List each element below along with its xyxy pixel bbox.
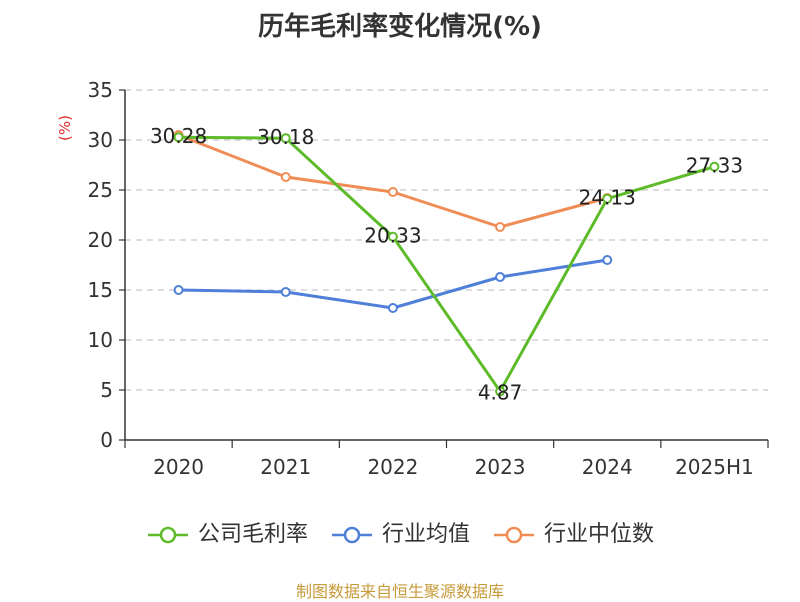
series-line-2: [178, 133, 608, 229]
y-tick-label: 25: [88, 178, 113, 202]
legend-label-company: 公司毛利率: [197, 522, 308, 547]
y-tick-label: 10: [88, 328, 113, 352]
data-point: [495, 272, 506, 282]
data-point: [280, 172, 291, 182]
y-tick-label: 15: [88, 278, 113, 302]
data-point: [387, 231, 398, 242]
legend-label-industry-mean: 行业均值: [381, 522, 470, 547]
y-tick-label: 20: [88, 228, 113, 252]
data-label: 20.33: [364, 224, 421, 248]
data-point: [602, 255, 613, 265]
x-tick-label: 2022: [367, 455, 418, 479]
data-label: 27.33: [686, 154, 743, 178]
data-label: 30.28: [150, 124, 207, 148]
legend-marker-industry-mean: [331, 526, 372, 544]
x-tick-label: 2021: [260, 455, 311, 479]
data-point: [602, 193, 613, 204]
legend-circle: [505, 526, 523, 544]
series-line-1: [178, 258, 608, 310]
x-tick-label: 2020: [153, 455, 204, 479]
legend-circle: [159, 526, 177, 544]
y-tick-label: 0: [100, 428, 113, 452]
x-tick-label: 2023: [475, 455, 526, 479]
legend-marker-company: [147, 526, 188, 544]
data-point: [387, 303, 398, 313]
legend-item-company[interactable]: 公司毛利率: [146, 520, 308, 550]
legend-circle: [343, 526, 361, 544]
x-tick-label: 2024: [582, 455, 633, 479]
legend-item-industry-median[interactable]: 行业中位数: [492, 520, 654, 550]
chart-title: 历年毛利率变化情况(%): [258, 12, 542, 42]
data-point: [173, 285, 184, 295]
legend-item-industry-mean[interactable]: 行业均值: [330, 520, 470, 550]
legend-marker-industry-median: [494, 526, 534, 544]
data-point: [495, 222, 506, 232]
data-label: 24.13: [579, 186, 636, 210]
data-point: [387, 187, 398, 197]
y-axis-label: (%): [56, 115, 74, 141]
y-tick-label: 35: [88, 78, 113, 102]
y-tick-label: 5: [100, 378, 113, 402]
legend-label-industry-median: 行业中位数: [544, 522, 655, 547]
y-tick-label: 30: [88, 128, 113, 152]
data-point: [709, 161, 720, 172]
series-line-0: [178, 135, 715, 393]
data-point: [280, 287, 291, 297]
data-point: [173, 132, 184, 143]
data-label: 4.87: [478, 380, 523, 404]
data-source-note: 制图数据来自恒生聚源数据库: [295, 582, 504, 601]
legend: 公司毛利率 行业均值 行业中位数: [0, 520, 800, 550]
x-tick-label: 2025H1: [675, 455, 754, 479]
data-point: [495, 386, 506, 397]
data-label: 30.18: [257, 125, 314, 149]
data-point: [280, 133, 291, 144]
